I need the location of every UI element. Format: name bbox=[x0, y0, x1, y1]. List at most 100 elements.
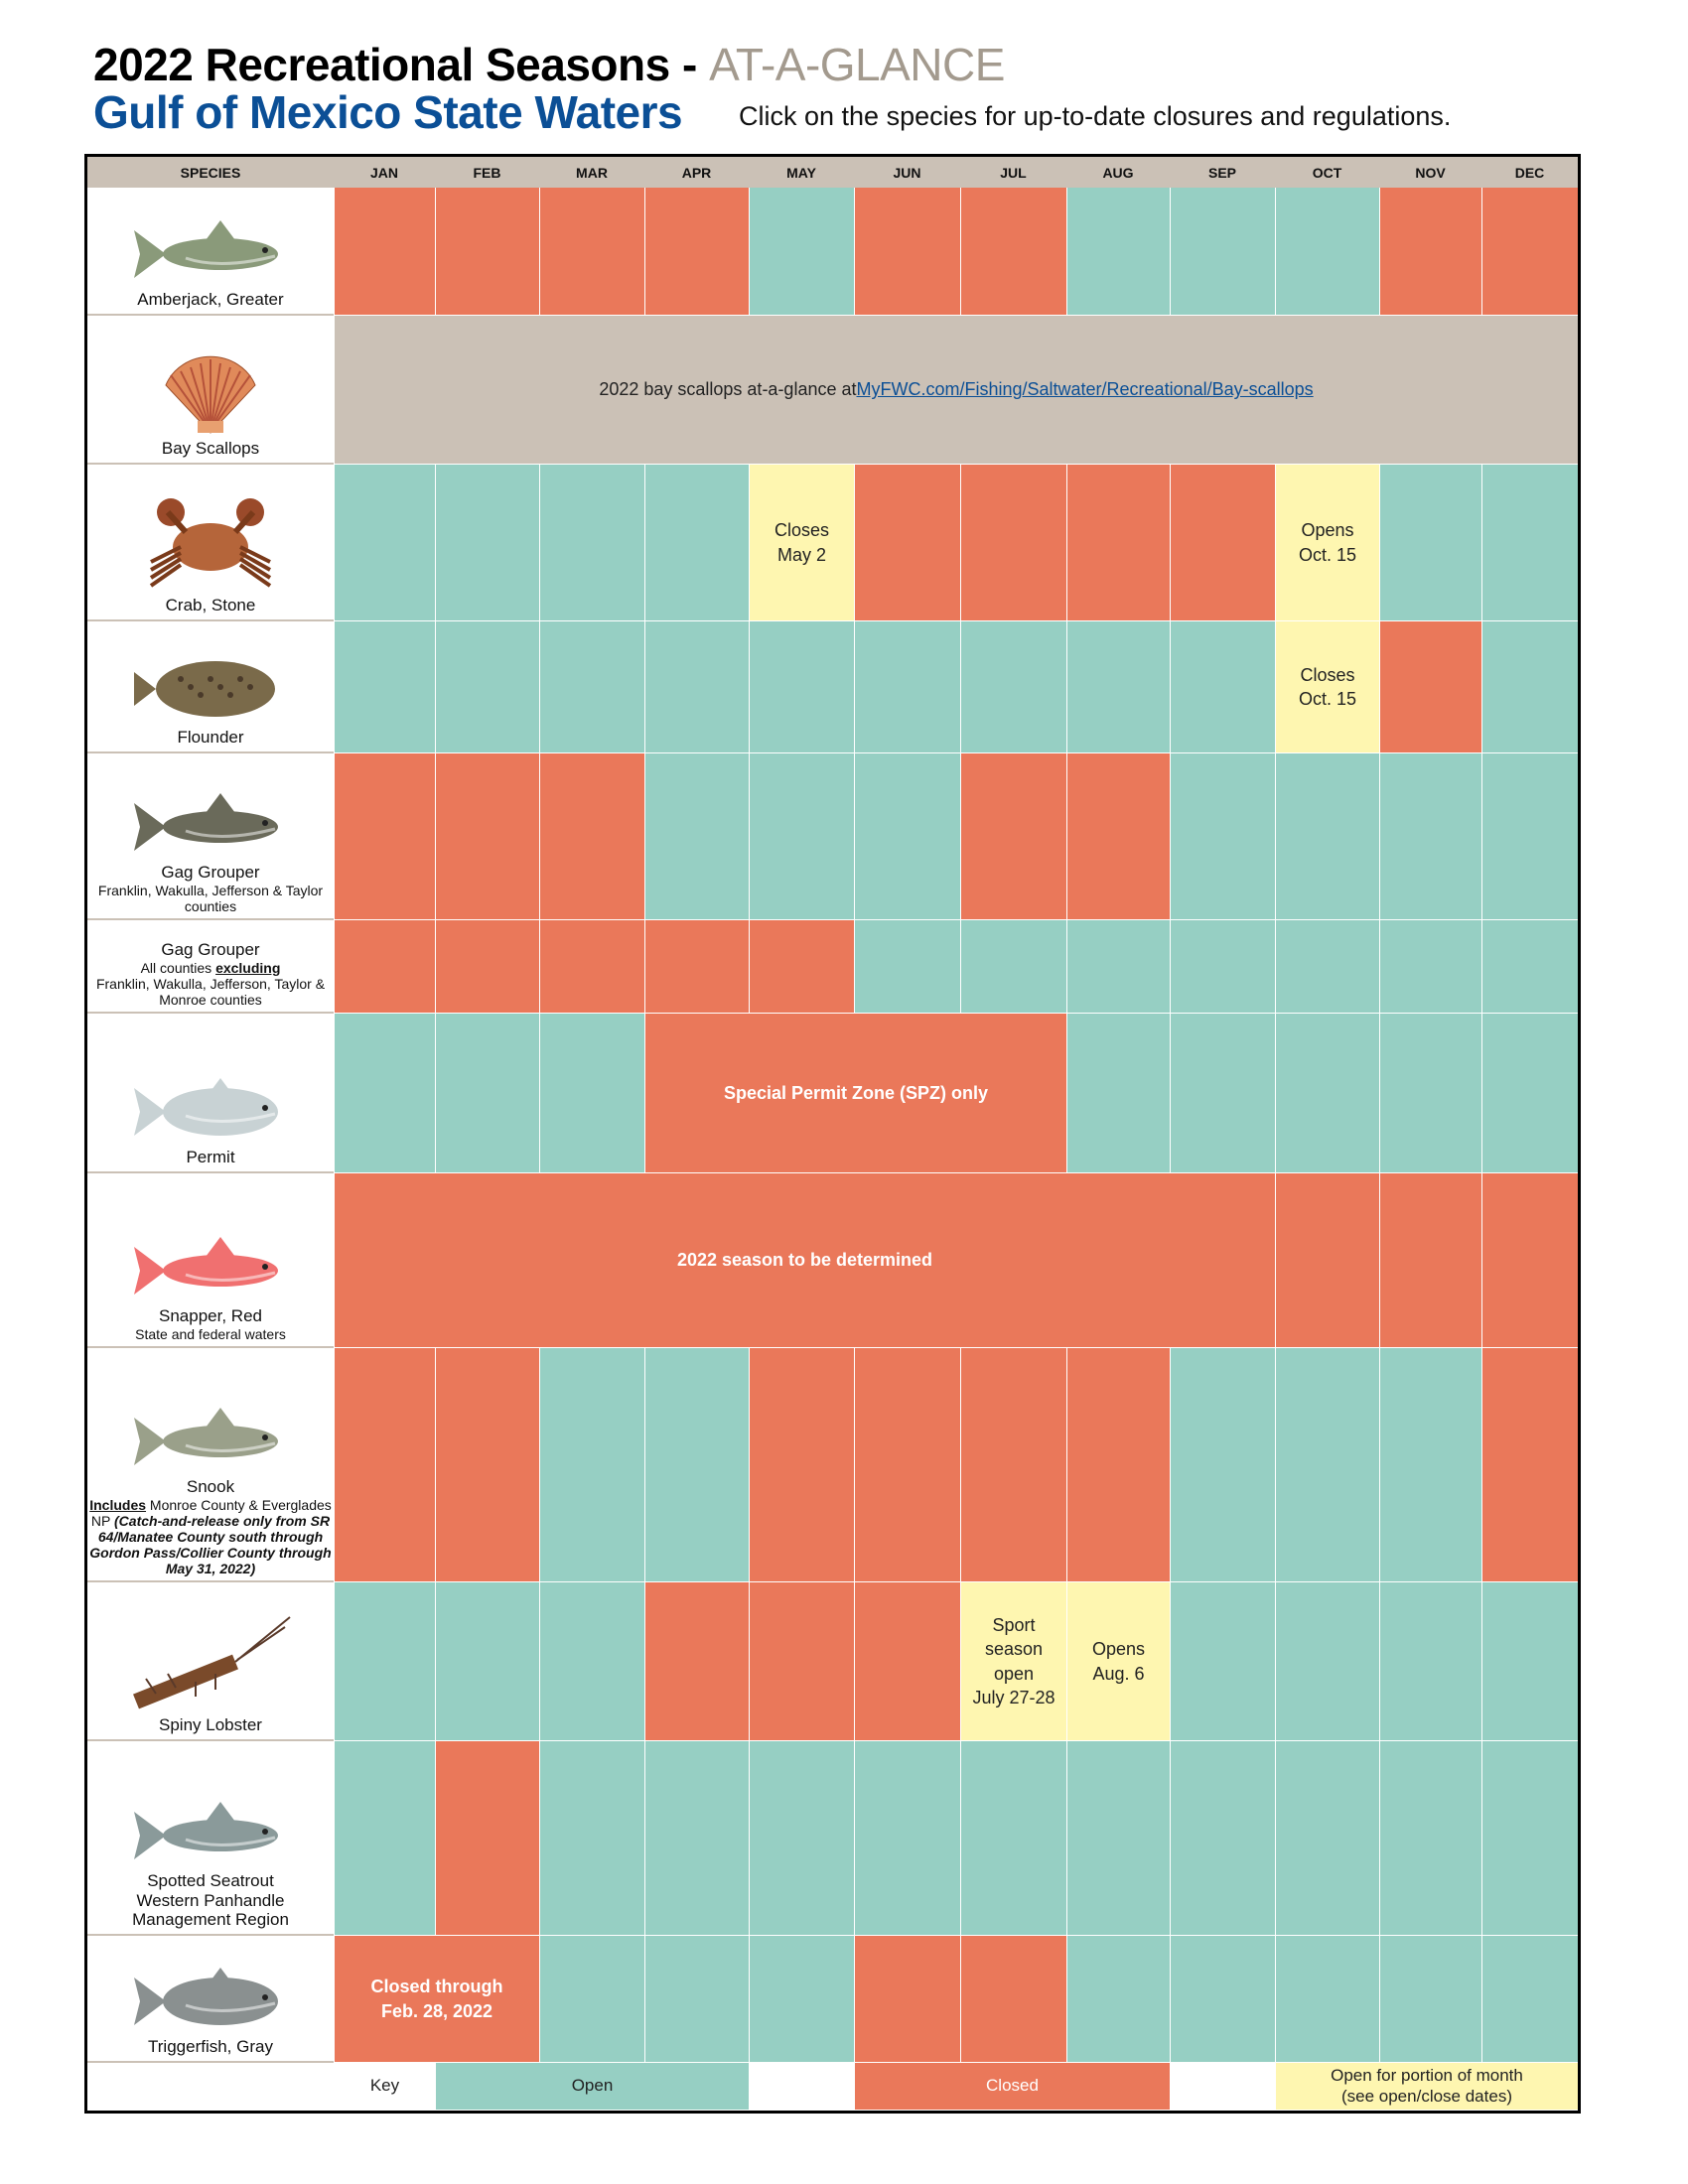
season-cell-open bbox=[1275, 1582, 1379, 1741]
flounder-fish-icon bbox=[134, 661, 275, 718]
species-cell[interactable]: Snapper, Red State and federal waters bbox=[87, 1173, 334, 1348]
species-name[interactable]: Snapper, Red bbox=[159, 1306, 262, 1326]
species-cell[interactable]: Gag Grouper All counties excluding Frankli… bbox=[87, 920, 334, 1014]
season-cell-closed bbox=[854, 188, 960, 316]
season-cell-open bbox=[1170, 1936, 1275, 2063]
season-cell-open bbox=[1275, 188, 1379, 316]
season-cell-closed bbox=[644, 920, 749, 1014]
species-name[interactable]: Gag Grouper bbox=[161, 940, 260, 960]
gag-grouper-fish-icon bbox=[134, 793, 278, 852]
season-cell-closed bbox=[1481, 1173, 1578, 1348]
key-key: Key bbox=[334, 2063, 435, 2111]
season-cell-open bbox=[854, 753, 960, 920]
season-cell-open bbox=[1481, 920, 1578, 1014]
species-cell[interactable]: Bay Scallops bbox=[87, 316, 334, 465]
species-name[interactable]: Crab, Stone bbox=[165, 596, 256, 615]
species-cell[interactable]: Permit bbox=[87, 1014, 334, 1173]
species-note: Western Panhandle Management Region bbox=[132, 1891, 289, 1930]
species-cell[interactable]: Snook Includes Monroe County & Everglades… bbox=[87, 1348, 334, 1582]
season-cell-closed bbox=[749, 1348, 854, 1582]
season-cell-closed bbox=[435, 753, 539, 920]
season-cell-closed bbox=[334, 188, 435, 316]
season-cell-closed bbox=[749, 1582, 854, 1741]
cell-text: Special Permit Zone (SPZ) only bbox=[723, 1082, 989, 1103]
season-cell-open bbox=[539, 1014, 644, 1173]
season-cell-closed bbox=[854, 1936, 960, 2063]
season-cell-open bbox=[644, 1348, 749, 1582]
species-name[interactable]: Spotted Seatrout bbox=[147, 1871, 274, 1891]
species-name[interactable]: Flounder bbox=[177, 728, 244, 748]
season-cell-closed bbox=[1066, 753, 1170, 920]
species-name[interactable]: Spiny Lobster bbox=[159, 1715, 262, 1735]
cell-text: Sport season open July 27-28 bbox=[972, 1614, 1055, 1707]
seasons-table: SPECIES JAN FEB MAR APR MAY JUN JUL AUG SEP OCT NOV… bbox=[84, 154, 1581, 2114]
season-cell-open bbox=[1379, 1582, 1481, 1741]
season-cell-open bbox=[539, 1348, 644, 1582]
season-cell-open bbox=[749, 1741, 854, 1936]
season-cell-partial: Closes Oct. 15 bbox=[1275, 621, 1379, 753]
season-cell-open bbox=[1275, 1014, 1379, 1173]
season-cell-closed: Closed through Feb. 28, 2022 bbox=[334, 1936, 539, 2063]
season-cell-open bbox=[1170, 1741, 1275, 1936]
season-cell-closed bbox=[1481, 188, 1578, 316]
species-cell[interactable]: Spiny Lobster bbox=[87, 1582, 334, 1741]
species-cell[interactable]: Crab, Stone bbox=[87, 465, 334, 621]
season-cell-open bbox=[1379, 753, 1481, 920]
season-cell-open bbox=[435, 1014, 539, 1173]
species-name[interactable]: Triggerfish, Gray bbox=[148, 2037, 273, 2057]
season-cell-open bbox=[960, 920, 1066, 1014]
column-header-mar: MAR bbox=[539, 157, 644, 188]
species-cell[interactable]: Triggerfish, Gray bbox=[87, 1936, 334, 2063]
scallop-shell-icon bbox=[165, 356, 256, 435]
season-cell-partial: Opens Aug. 6 bbox=[1066, 1582, 1170, 1741]
species-name[interactable]: Gag Grouper bbox=[161, 863, 260, 883]
species-cell[interactable]: Flounder bbox=[87, 621, 334, 753]
species-name[interactable]: Amberjack, Greater bbox=[137, 290, 284, 310]
season-cell-open bbox=[539, 1741, 644, 1936]
column-header-jul: JUL bbox=[960, 157, 1066, 188]
season-cell-closed bbox=[435, 1348, 539, 1582]
season-cell-closed bbox=[644, 188, 749, 316]
season-cell-closed bbox=[539, 753, 644, 920]
season-cell-open bbox=[1481, 465, 1578, 621]
season-cell-open bbox=[1066, 621, 1170, 753]
season-cell-closed bbox=[435, 188, 539, 316]
season-cell-open bbox=[960, 621, 1066, 753]
column-header-dec: DEC bbox=[1481, 157, 1578, 188]
season-cell-closed bbox=[539, 920, 644, 1014]
species-name[interactable]: Bay Scallops bbox=[161, 439, 260, 459]
instruction-text: Click on the species for up-to-date clos… bbox=[739, 101, 1452, 131]
key-closed: Closed bbox=[854, 2063, 1170, 2111]
permit-fish-icon bbox=[134, 1078, 278, 1137]
season-cell-closed bbox=[1066, 1348, 1170, 1582]
key-blank-cell bbox=[87, 2063, 334, 2111]
cell-text: Opens Aug. 6 bbox=[1091, 1639, 1146, 1684]
season-cell-open bbox=[960, 1741, 1066, 1936]
species-cell[interactable]: Gag Grouper Franklin, Wakulla, Jefferson … bbox=[87, 753, 334, 920]
note-emphasis: excluding bbox=[215, 959, 281, 976]
species-cell[interactable]: Spotted Seatrout Western Panhandle Manage… bbox=[87, 1741, 334, 1936]
season-cell-closed: 2022 season to be determined bbox=[334, 1173, 1275, 1348]
season-cell-partial: Opens Oct. 15 bbox=[1275, 465, 1379, 621]
season-cell-open bbox=[854, 621, 960, 753]
season-cell-open bbox=[644, 753, 749, 920]
species-cell[interactable]: Amberjack, Greater bbox=[87, 188, 334, 316]
triggerfish-icon bbox=[134, 1968, 278, 2026]
amberjack-fish-icon bbox=[134, 220, 278, 279]
species-name[interactable]: Snook bbox=[186, 1476, 235, 1496]
column-header-species: SPECIES bbox=[87, 157, 334, 188]
note-text: Franklin, Wakulla, Jefferson & Taylor co… bbox=[97, 882, 324, 914]
note-italic: (Catch-and-release only from SR 64/Manat… bbox=[89, 1512, 332, 1576]
season-cell-closed bbox=[960, 1936, 1066, 2063]
spotted-seatrout-fish-icon bbox=[134, 1802, 278, 1860]
bay-scallops-link[interactable]: MyFWC.com/Fishing/Saltwater/Recreational… bbox=[856, 379, 1314, 400]
season-cell-open bbox=[1066, 188, 1170, 316]
season-cell-open bbox=[644, 1936, 749, 2063]
season-cell-partial: Closes May 2 bbox=[749, 465, 854, 621]
season-cell-open bbox=[539, 1936, 644, 2063]
season-cell-open bbox=[539, 621, 644, 753]
season-cell-open bbox=[1275, 920, 1379, 1014]
key-open: Open for portion of month (see open/clos… bbox=[1275, 2063, 1578, 2111]
species-name[interactable]: Permit bbox=[186, 1148, 235, 1167]
column-header-may: MAY bbox=[749, 157, 854, 188]
